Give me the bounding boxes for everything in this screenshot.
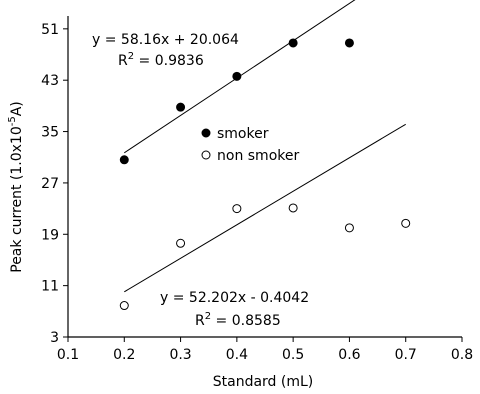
smoker-r2: R2 = 0.9836 — [118, 51, 204, 69]
legend-marker-non-smoker — [201, 150, 211, 160]
data-point-non-smoker — [119, 301, 129, 311]
y-ticks: 3 11 19 27 35 43 51 — [41, 22, 68, 346]
x-tick-label: 0.3 — [169, 347, 191, 363]
y-tick-label: 3 — [50, 330, 59, 346]
x-ticks: 0.1 0.2 0.3 0.4 0.5 0.6 0.7 0.8 — [57, 337, 473, 363]
data-point-smoker — [288, 38, 298, 48]
data-point-non-smoker — [344, 223, 354, 233]
y-tick-label: 35 — [41, 125, 59, 141]
trendline-non-smoker — [124, 123, 406, 293]
x-tick-label: 0.8 — [451, 347, 473, 363]
x-axis-title: Standard (mL) — [213, 374, 314, 390]
legend: smoker non smoker — [201, 126, 299, 164]
x-tick-label: 0.4 — [226, 347, 248, 363]
smoker-equation: y = 58.16x + 20.064 — [92, 32, 239, 48]
data-point-non-smoker — [232, 204, 242, 214]
trendline-smoker — [124, 0, 356, 154]
x-tick-label: 0.7 — [395, 347, 417, 363]
plot-area: 0.1 0.2 0.3 0.4 0.5 0.6 0.7 0.8 3 11 19 27 35 43 51 — [41, 0, 473, 363]
y-tick-label: 11 — [41, 279, 59, 295]
data-point-smoker — [119, 155, 129, 165]
x-tick-label: 0.5 — [282, 347, 304, 363]
legend-label-non-smoker: non smoker — [217, 148, 299, 164]
x-tick-label: 0.2 — [113, 347, 135, 363]
data-point-smoker — [344, 38, 354, 48]
data-point-smoker — [176, 102, 186, 112]
x-tick-label: 0.1 — [57, 347, 79, 363]
y-axis-title: Peak current (1.0x10-5A) — [7, 101, 25, 273]
legend-marker-smoker — [201, 128, 211, 138]
y-tick-label: 19 — [41, 227, 59, 243]
trendlines — [124, 0, 406, 293]
y-tick-label: 27 — [41, 176, 59, 192]
data-point-non-smoker — [288, 203, 298, 213]
legend-label-smoker: smoker — [217, 126, 269, 142]
y-tick-label: 51 — [41, 22, 59, 38]
non-smoker-equation: y = 52.202x - 0.4042 — [160, 290, 309, 306]
data-point-non-smoker — [401, 218, 411, 228]
x-tick-label: 0.6 — [338, 347, 360, 363]
data-points — [119, 38, 411, 311]
y-tick-label: 43 — [41, 73, 59, 89]
data-point-smoker — [232, 71, 242, 81]
non-smoker-r2: R2 = 0.8585 — [195, 311, 281, 329]
data-point-non-smoker — [176, 238, 186, 248]
